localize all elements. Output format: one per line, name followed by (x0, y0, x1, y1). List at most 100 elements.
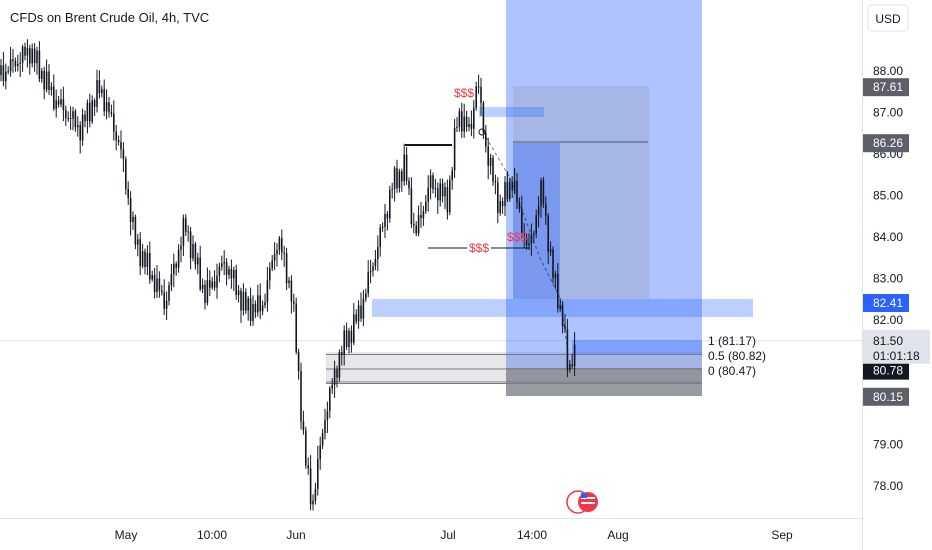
candle-body (240, 290, 242, 311)
candle-body (213, 281, 216, 288)
order-block-high (479, 107, 544, 117)
candle-body (146, 253, 149, 267)
candle-body (403, 154, 405, 182)
liquidity-label: $$$ (507, 230, 527, 244)
candle-body (211, 281, 213, 288)
time-tick-label: Sep (771, 528, 793, 542)
candle-body (74, 111, 77, 128)
candle-body (465, 116, 468, 127)
candle-body (132, 216, 134, 223)
candle-body (156, 278, 158, 293)
candle-body (254, 303, 257, 313)
candle-body (396, 168, 398, 189)
time-tick-label: May (115, 528, 138, 542)
candle-body (93, 100, 96, 107)
candle-body (494, 181, 497, 183)
candle-body (170, 274, 173, 286)
candle-body (509, 181, 511, 200)
candle-body (182, 218, 185, 246)
candle-body (206, 280, 209, 303)
candle-body (45, 71, 48, 90)
candle-body (389, 190, 391, 219)
candle-body (557, 273, 559, 309)
candle-body (321, 432, 324, 446)
candle-body (477, 86, 480, 88)
candle-body (499, 201, 501, 213)
candle-body (506, 182, 509, 200)
candle-body (122, 149, 125, 160)
candle-body (53, 86, 55, 109)
candle-body (228, 269, 230, 275)
candle-body (247, 298, 249, 311)
candle-body (149, 253, 151, 280)
candle-body (319, 445, 321, 460)
candle-body (113, 113, 115, 132)
time-tick-label: Aug (607, 528, 628, 542)
bar-countdown-label: 01:01:18 (873, 349, 920, 363)
candle-body (72, 111, 74, 119)
candle-body (461, 111, 463, 132)
candle-body (249, 298, 252, 322)
candle-body (144, 251, 146, 267)
candle-body (552, 249, 554, 278)
candle-body (38, 50, 41, 79)
candle-body (180, 245, 182, 250)
candle-body (96, 80, 98, 107)
candle-body (0, 65, 2, 76)
last-price-label: 81.50 (873, 334, 903, 348)
candle-body (492, 157, 494, 182)
candle-body (549, 249, 552, 252)
candle-body (117, 140, 120, 143)
candle-body (141, 251, 144, 267)
candle-body (237, 290, 240, 296)
candle-body (110, 112, 113, 114)
candle-body (415, 225, 417, 234)
price-tick-label: 79.00 (873, 438, 903, 452)
candle-body (401, 171, 403, 182)
candle-body (192, 244, 194, 259)
candle-body (434, 188, 437, 190)
candle-body (7, 71, 9, 73)
candle-body (259, 295, 261, 312)
candle-body (230, 269, 233, 279)
candle-body (473, 107, 475, 129)
candle-body (168, 285, 170, 301)
candle-body (269, 268, 271, 281)
candle-body (535, 215, 537, 234)
price-tag-label: 80.15 (873, 390, 903, 404)
candle-body (427, 187, 429, 202)
candle-body (391, 189, 393, 191)
fib-level-label: 1 (81.17) (708, 334, 756, 348)
candle-body (487, 146, 489, 166)
candle-body (257, 295, 259, 313)
candle-body (305, 430, 307, 466)
candle-body (127, 188, 129, 199)
candle-body (456, 126, 458, 128)
price-tick-label: 88.00 (873, 64, 903, 78)
candle-body (386, 213, 389, 219)
candle-body (369, 271, 372, 273)
candle-body (518, 202, 521, 209)
candle-body (151, 275, 153, 280)
candle-body (422, 211, 425, 219)
candle-body (485, 132, 487, 147)
price-tag-label: 80.78 (873, 364, 903, 378)
candle-body (197, 257, 199, 265)
candle-body (77, 125, 79, 128)
candle-body (545, 203, 547, 216)
candle-body (384, 213, 386, 227)
candle-body (297, 352, 300, 372)
candle-body (338, 352, 341, 378)
candle-body (36, 50, 38, 64)
candle-body (372, 266, 374, 272)
candle-body (381, 226, 384, 228)
candle-body (266, 280, 269, 303)
candle-body (29, 48, 31, 64)
candle-body (405, 154, 408, 181)
candle-body (9, 59, 12, 72)
fib-level-label: 0.5 (80.82) (708, 349, 766, 363)
candle-body (432, 175, 434, 189)
candle-body (245, 292, 247, 311)
candle-body (329, 388, 331, 412)
